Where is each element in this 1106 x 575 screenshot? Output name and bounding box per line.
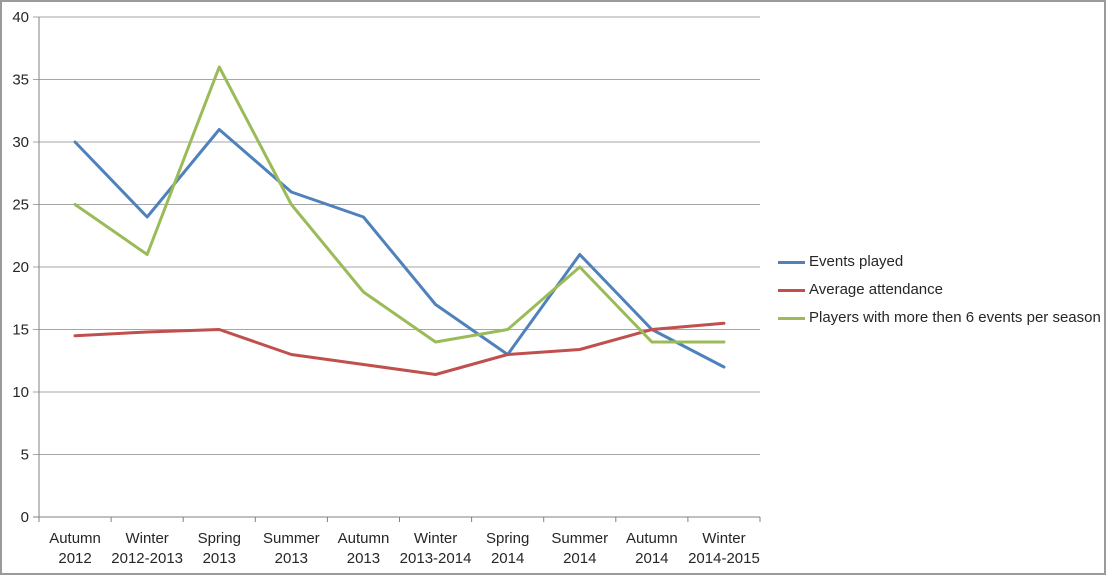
y-axis-tick-label: 20 — [12, 259, 29, 276]
y-axis-tick-label: 25 — [12, 197, 29, 214]
x-axis-label-season: Spring — [486, 530, 529, 547]
x-axis-label-year: 2013-2014 — [400, 550, 472, 567]
series-line-average-attendance — [73, 321, 726, 376]
y-axis-tick-label: 5 — [21, 447, 29, 464]
x-axis-label-year: 2012 — [58, 550, 91, 567]
x-axis-label-year: 2013 — [275, 550, 308, 567]
y-axis-tick-label: 0 — [21, 509, 29, 526]
legend-item-events-played: Events played — [778, 248, 1101, 276]
y-axis-tick-label: 30 — [12, 134, 29, 151]
x-axis-label-season: Winter — [125, 530, 168, 547]
x-axis-label-year: 2014 — [491, 550, 524, 567]
x-axis-label-season: Autumn — [338, 530, 390, 547]
legend-label-players-6-events: Players with more then 6 events per seas… — [809, 309, 1101, 326]
x-axis-label-season: Spring — [198, 530, 241, 547]
x-axis-label-year: 2014 — [563, 550, 596, 567]
x-axis-label-year: 2013 — [203, 550, 236, 567]
x-axis-label-year: 2012-2013 — [111, 550, 183, 567]
legend-swatch-players-6-events — [778, 316, 805, 320]
y-axis-tick-label: 10 — [12, 384, 29, 401]
series-line-players-with-more-then-6-events-per-season — [73, 65, 726, 344]
x-axis-label-year: 2014 — [635, 550, 668, 567]
legend-label-average-attendance: Average attendance — [809, 281, 943, 298]
x-axis-label-season: Winter — [414, 530, 457, 547]
legend-swatch-events-played — [778, 260, 805, 264]
x-axis-label-year: 2013 — [347, 550, 380, 567]
legend-label-events-played: Events played — [809, 253, 904, 270]
x-axis-label-year: 2014-2015 — [688, 550, 760, 567]
legend-item-average-attendance: Average attendance — [778, 276, 1101, 304]
x-axis-label-season: Autumn — [626, 530, 678, 547]
x-axis-label-season: Summer — [263, 530, 320, 547]
x-axis-label-season: Summer — [551, 530, 608, 547]
x-axis-label-season: Winter — [702, 530, 745, 547]
x-axis-label-season: Autumn — [49, 530, 101, 547]
y-axis-tick-label: 15 — [12, 322, 29, 339]
legend-swatch-average-attendance — [778, 288, 805, 292]
legend-item-players-6-events: Players with more then 6 events per seas… — [778, 304, 1101, 332]
y-axis-tick-label: 40 — [12, 9, 29, 26]
y-axis-tick-label: 35 — [12, 72, 29, 89]
series-line-events-played — [73, 128, 726, 369]
chart-legend: Events played Average attendance Players… — [778, 248, 1101, 332]
